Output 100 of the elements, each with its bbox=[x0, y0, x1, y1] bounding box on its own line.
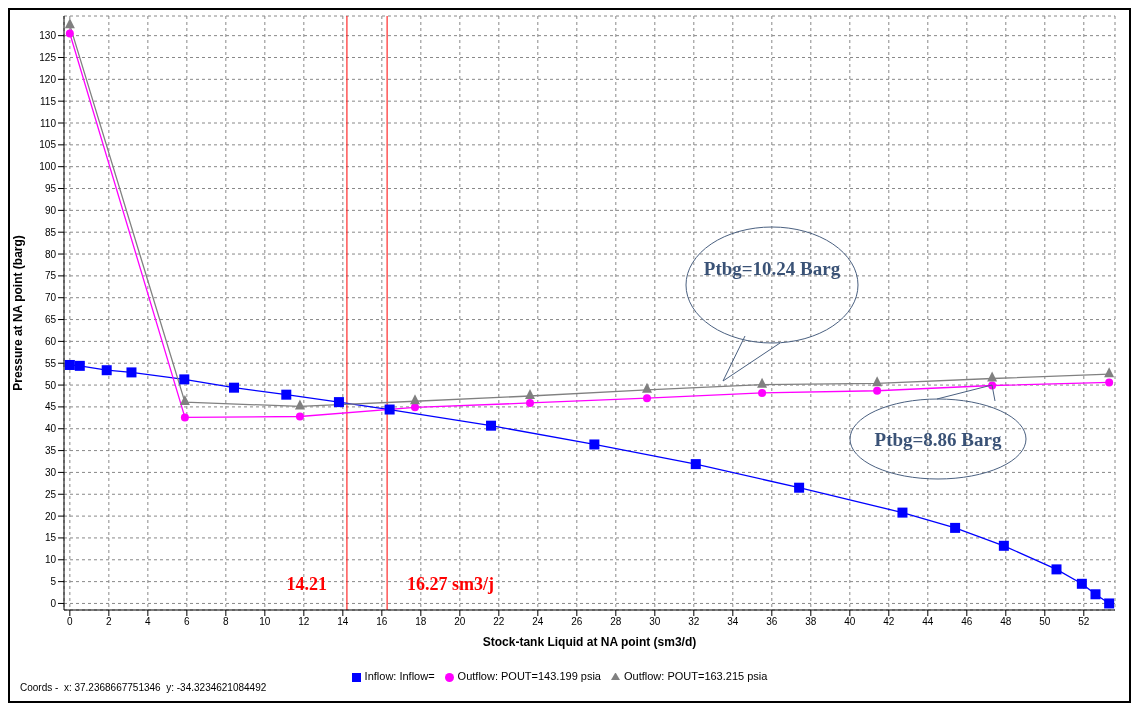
x-tick-label: 18 bbox=[415, 616, 427, 628]
point bbox=[987, 371, 998, 382]
point bbox=[794, 482, 805, 493]
x-tick-label: 0 bbox=[67, 616, 74, 628]
x-tick-label: 40 bbox=[844, 616, 856, 628]
y-tick-label: 115 bbox=[40, 95, 57, 107]
x-tick-label: 38 bbox=[805, 616, 817, 628]
point bbox=[101, 365, 112, 376]
x-tick-label: 10 bbox=[259, 616, 271, 628]
y-tick-label: 65 bbox=[44, 314, 57, 326]
x-tick-label: 26 bbox=[571, 616, 583, 628]
y-tick-label: 105 bbox=[39, 139, 57, 151]
point bbox=[1105, 378, 1114, 387]
y-tick-label: 100 bbox=[39, 161, 57, 173]
x-tick-label: 32 bbox=[688, 616, 700, 628]
point bbox=[757, 377, 768, 388]
x-tick-label: 20 bbox=[454, 616, 466, 628]
y-tick-label: 130 bbox=[39, 30, 57, 42]
x-tick-label: 6 bbox=[184, 616, 191, 628]
point bbox=[526, 398, 535, 407]
x-tick-label: 42 bbox=[883, 616, 895, 628]
point bbox=[409, 394, 420, 405]
point bbox=[589, 439, 600, 450]
point bbox=[897, 507, 908, 518]
x-tick-label: 24 bbox=[532, 616, 544, 628]
y-tick-label: 30 bbox=[44, 466, 57, 478]
point bbox=[229, 382, 240, 393]
y-tick-label: 70 bbox=[44, 292, 57, 304]
y-tick-label: 45 bbox=[44, 401, 57, 413]
point bbox=[1104, 598, 1115, 609]
x-tick-label: 36 bbox=[766, 616, 778, 628]
point bbox=[333, 397, 344, 408]
point bbox=[384, 404, 395, 415]
point bbox=[873, 386, 882, 395]
x-tick-label: 4 bbox=[145, 616, 152, 628]
y-tick-label: 85 bbox=[44, 226, 57, 238]
legend-label: Inflow: Inflow= bbox=[364, 670, 435, 682]
point bbox=[64, 359, 75, 370]
legend-label: Outflow: POUT=143.199 psia bbox=[457, 670, 601, 682]
x-tick-label: 22 bbox=[493, 616, 505, 628]
y-tick-label: 110 bbox=[40, 117, 57, 129]
y-tick-label: 90 bbox=[44, 204, 57, 216]
x-tick-label: 14 bbox=[337, 616, 349, 628]
point bbox=[179, 374, 190, 385]
point bbox=[410, 403, 419, 412]
annotation: Ptbg=8.86 Barg bbox=[874, 428, 1002, 450]
point bbox=[525, 388, 536, 399]
point bbox=[950, 522, 961, 533]
point bbox=[758, 388, 767, 397]
x-tick-label: 48 bbox=[1000, 616, 1012, 628]
x-tick-label: 28 bbox=[610, 616, 622, 628]
point bbox=[690, 459, 701, 470]
y-tick-label: 60 bbox=[44, 335, 57, 347]
point bbox=[295, 412, 304, 421]
y-axis-title: Pressure at NA point (barg) bbox=[11, 235, 26, 391]
x-axis-title: Stock-tank Liquid at NA point (sm3/d) bbox=[482, 635, 697, 649]
y-tick-label: 75 bbox=[44, 270, 57, 282]
point bbox=[180, 413, 189, 422]
y-tick-label: 25 bbox=[44, 488, 57, 500]
x-tick-label: 12 bbox=[298, 616, 310, 628]
x-tick-label: 46 bbox=[961, 616, 973, 628]
x-tick-label: 34 bbox=[727, 616, 739, 628]
x-tick-label: 44 bbox=[922, 616, 934, 628]
x-tick-label: 52 bbox=[1078, 616, 1090, 628]
y-tick-label: 95 bbox=[44, 183, 57, 195]
point bbox=[65, 29, 74, 38]
point bbox=[74, 360, 85, 371]
point bbox=[179, 395, 190, 406]
point bbox=[998, 540, 1009, 551]
legend-label: Outflow: POUT=163.215 psia bbox=[624, 670, 768, 682]
text: Coords - x: 37.2368667751346 y: -34.3234621084492 bbox=[19, 682, 268, 695]
point bbox=[486, 420, 497, 431]
y-tick-label: 50 bbox=[44, 379, 57, 391]
x-tick-label: 50 bbox=[1039, 616, 1051, 628]
y-tick-label: 40 bbox=[44, 423, 57, 435]
point bbox=[642, 382, 653, 393]
y-tick-label: 0 bbox=[50, 598, 57, 609]
x-tick-label: 16 bbox=[376, 616, 388, 628]
y-tick-label: 80 bbox=[44, 248, 57, 260]
point bbox=[1076, 578, 1087, 589]
point bbox=[1090, 589, 1101, 600]
y-tick-label: 55 bbox=[44, 357, 57, 369]
y-tick-label: 125 bbox=[39, 52, 57, 64]
ref-line-label: 14.21 bbox=[286, 574, 327, 594]
point bbox=[872, 376, 883, 387]
y-tick-label: 15 bbox=[44, 532, 57, 544]
y-tick-label: 20 bbox=[44, 510, 57, 522]
x-tick-label: 30 bbox=[649, 616, 661, 628]
y-tick-label: 120 bbox=[39, 73, 57, 85]
ref-line-label: 16.27 sm3/j bbox=[407, 574, 495, 594]
x-tick-label: 8 bbox=[223, 616, 230, 628]
point bbox=[126, 367, 137, 378]
point bbox=[643, 394, 652, 403]
point bbox=[1104, 367, 1115, 378]
y-tick-label: 35 bbox=[44, 445, 57, 457]
point bbox=[1051, 564, 1062, 575]
y-tick-label: 10 bbox=[44, 554, 57, 566]
annotation: Ptbg=10.24 Barg bbox=[703, 257, 841, 279]
point bbox=[64, 18, 75, 29]
point bbox=[294, 399, 305, 410]
